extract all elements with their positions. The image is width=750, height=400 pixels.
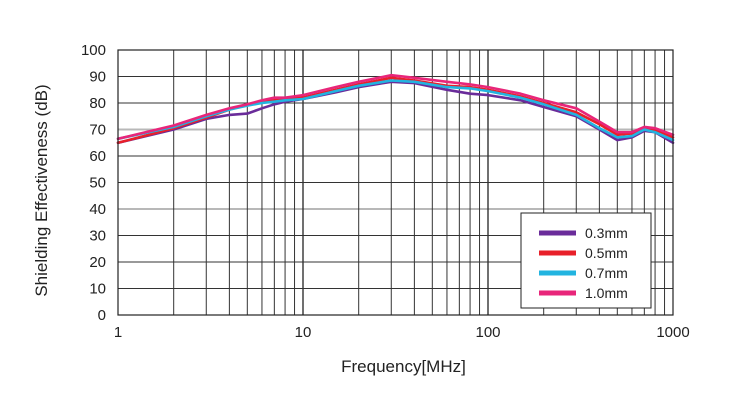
y-tick-label: 20	[89, 254, 106, 271]
x-axis-title: Frequency[MHz]	[341, 357, 466, 376]
series-lines	[116, 73, 675, 145]
x-tick-label: 1	[114, 324, 122, 341]
x-tick-labels: 1 10 100 1000	[114, 324, 690, 341]
y-tick-label: 100	[81, 42, 106, 59]
legend-label: 0.5mm	[585, 245, 628, 261]
series-line-1.0mm	[116, 73, 675, 141]
y-axis-title: Shielding Effectiveness (dB)	[32, 84, 51, 296]
plot-frame	[117, 49, 674, 316]
legend-box	[520, 212, 652, 309]
grid	[118, 50, 673, 315]
y-tick-label: 0	[98, 307, 106, 324]
x-tick-label: 10	[295, 324, 312, 341]
x-tick-label: 100	[475, 324, 500, 341]
legend: 0.3mm 0.5mm 0.7mm 1.0mm	[520, 212, 652, 309]
y-tick-label: 70	[89, 122, 106, 139]
y-tick-label: 60	[89, 148, 106, 165]
legend-label: 0.3mm	[585, 225, 628, 241]
x-tick-label: 1000	[656, 324, 689, 341]
y-tick-label: 50	[89, 175, 106, 192]
y-tick-label: 30	[89, 228, 106, 245]
legend-label: 0.7mm	[585, 265, 628, 281]
legend-label: 1.0mm	[585, 285, 628, 301]
plot-border	[117, 49, 674, 316]
y-tick-label: 90	[89, 69, 106, 86]
y-tick-label: 40	[89, 201, 106, 218]
y-tick-labels: 0 10 20 30 40 50 60 70 80 90 100	[81, 42, 106, 324]
y-tick-label: 80	[89, 95, 106, 112]
y-tick-label: 10	[89, 281, 106, 298]
